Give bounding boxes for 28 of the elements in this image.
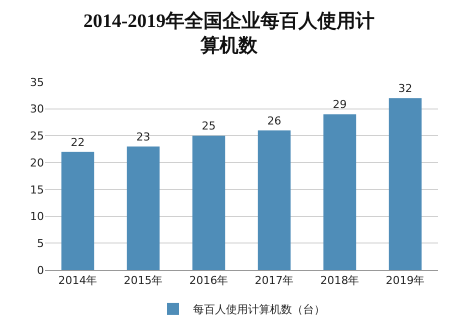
bar	[388, 98, 422, 270]
bar	[323, 114, 356, 270]
y-tick-label: 0	[37, 264, 44, 277]
data-label: 29	[332, 98, 347, 112]
y-tick-label: 10	[30, 210, 44, 224]
y-tick-label: 5	[37, 236, 44, 250]
bar	[258, 130, 291, 270]
x-tick-label: 2019年	[386, 274, 425, 288]
data-label: 23	[136, 130, 150, 144]
x-tick-label: 2015年	[124, 274, 163, 288]
x-tick-label: 2014年	[58, 274, 98, 288]
y-tick-label: 20	[30, 156, 44, 170]
x-tick-label: 2018年	[320, 274, 360, 288]
data-label: 25	[202, 120, 216, 133]
legend-label: 每百人使用计算机数（台）	[193, 303, 325, 316]
chart-title: 2014-2019年全国企业每百人使用计算机数	[83, 10, 375, 56]
bar	[192, 136, 226, 270]
data-label: 32	[398, 82, 412, 96]
y-tick-label: 30	[30, 102, 44, 116]
y-tick-label: 35	[30, 76, 44, 89]
data-label: 22	[70, 136, 85, 149]
bar	[61, 152, 94, 270]
y-tick-label: 15	[30, 183, 44, 196]
data-label: 26	[267, 114, 282, 128]
bar	[126, 146, 160, 270]
x-tick-label: 2016年	[189, 274, 228, 288]
y-tick-label: 25	[30, 130, 44, 143]
x-tick-label: 2017年	[254, 274, 294, 288]
